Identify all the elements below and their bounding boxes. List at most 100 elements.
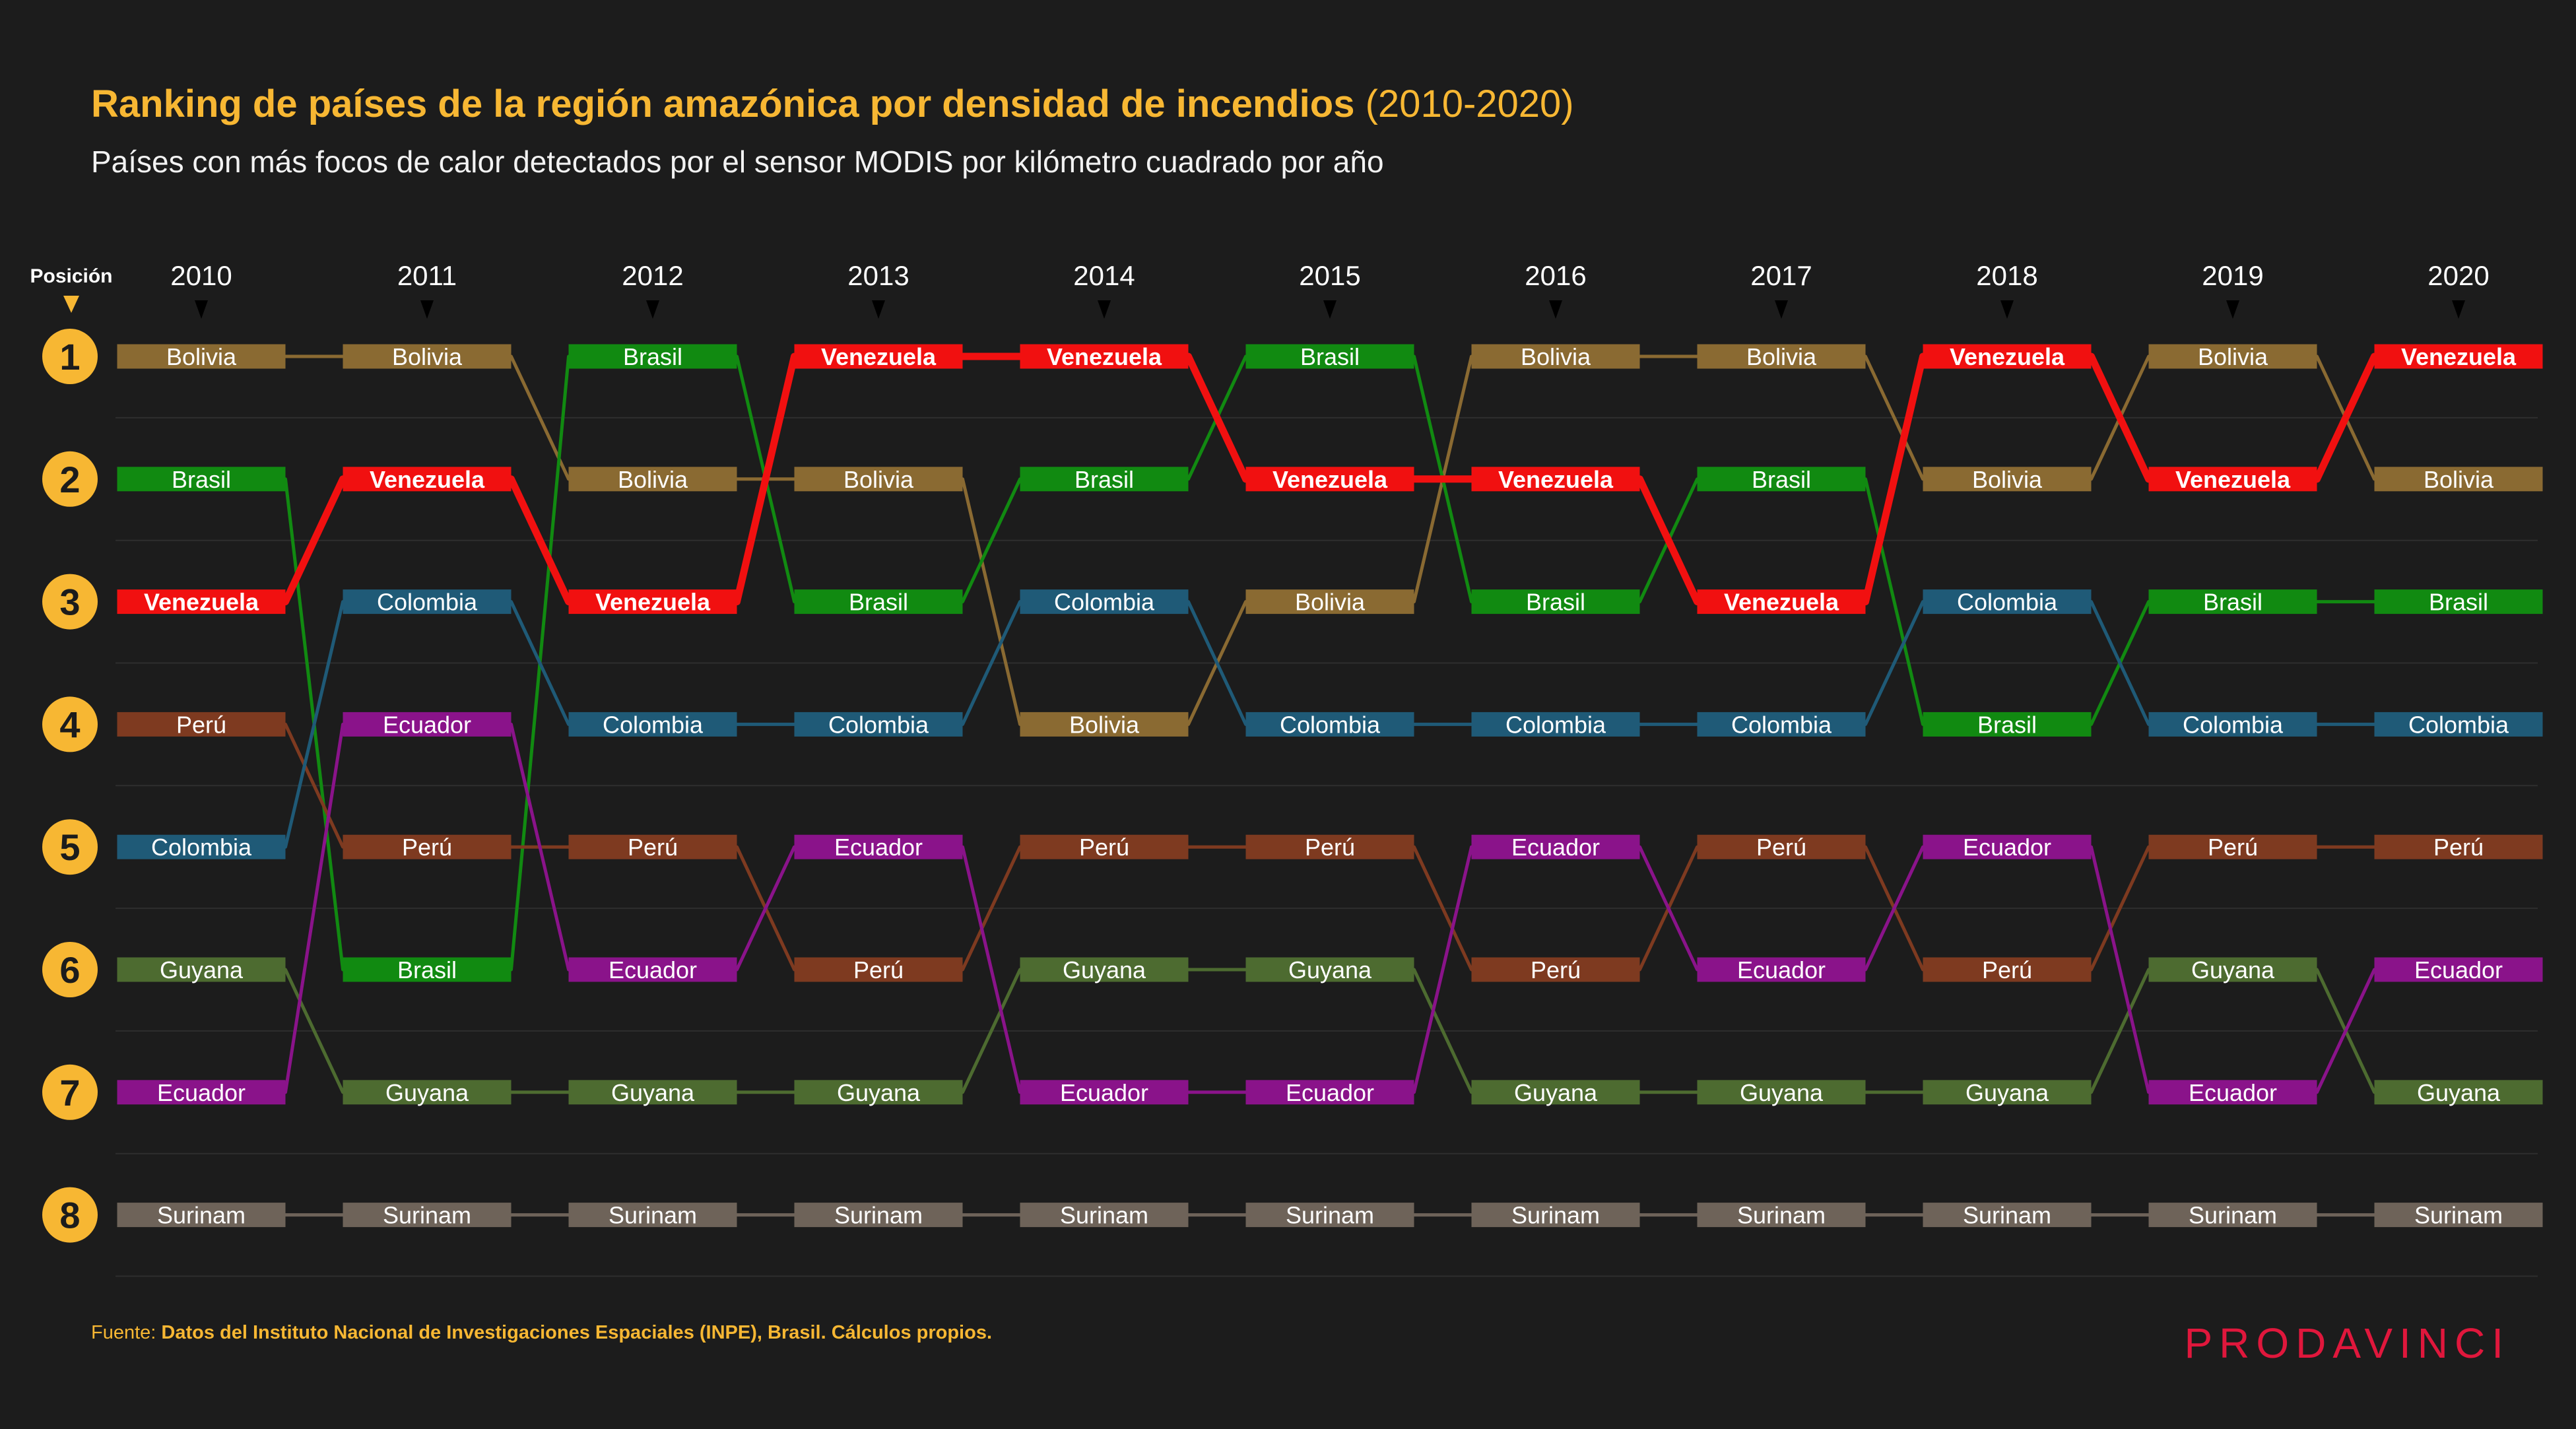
series-box-Colombia-2011 (343, 589, 512, 615)
series-label-Surinam: Surinam (1286, 1202, 1374, 1229)
series-box-Bolivia-2017 (1697, 344, 1866, 369)
series-lines (282, 352, 2378, 1217)
series-label-Guyana: Guyana (1740, 1079, 1824, 1106)
series-line-Colombia (510, 600, 570, 726)
series-label-Venezuela: Venezuela (821, 343, 937, 370)
series-label-Colombia: Colombia (828, 711, 929, 738)
series-box-Colombia-2014 (1020, 589, 1189, 615)
series-label-Surinam: Surinam (2414, 1202, 2503, 1229)
series-label-Surinam: Surinam (1737, 1202, 1826, 1229)
series-box-Perú-2019 (2148, 834, 2317, 859)
series-box-Perú-2018 (1923, 957, 2092, 982)
source-text: Datos del Instituto Nacional de Investig… (161, 1322, 993, 1343)
series-box-Venezuela-2010 (117, 589, 286, 615)
series-box-Ecuador-2010 (117, 1080, 286, 1105)
series-label-Colombia: Colombia (1505, 711, 1606, 738)
series-line-Venezuela (1636, 475, 1701, 606)
series-label-Venezuela: Venezuela (595, 589, 711, 616)
series-label-Guyana: Guyana (1965, 1079, 2049, 1106)
series-box-Ecuador-2012 (568, 957, 737, 982)
series-line-Ecuador (1864, 845, 1925, 972)
series-box-Guyana-2019 (2148, 957, 2317, 982)
series-line-Bolivia (961, 477, 1022, 726)
series-line-Guyana (961, 968, 1022, 1094)
series-box-Brasil-2017 (1697, 467, 1866, 492)
rank-circle-8 (42, 1187, 98, 1243)
series-label-Brasil: Brasil (1300, 343, 1360, 370)
series-label-Bolivia: Bolivia (2424, 466, 2494, 493)
series-label-Venezuela: Venezuela (144, 589, 259, 616)
series-line-Ecuador (1638, 845, 1699, 972)
series-box-Ecuador-2015 (1245, 1080, 1414, 1105)
series-line-Colombia (961, 600, 1022, 726)
series-label-Guyana: Guyana (611, 1079, 695, 1106)
series-box-Guyana-2017 (1697, 1080, 1866, 1105)
series-line-Perú (961, 845, 1022, 972)
year-label-2019: 2019 (2202, 260, 2263, 291)
rank-circle-5 (42, 819, 98, 875)
series-label-Colombia: Colombia (1731, 711, 1832, 738)
series-box-Bolivia-2013 (794, 467, 963, 492)
series-box-Surinam-2017 (1697, 1203, 1866, 1228)
year-arrow-icon (646, 300, 659, 319)
series-line-Perú (2090, 845, 2150, 972)
series-label-Guyana: Guyana (385, 1079, 469, 1106)
series-box-Perú-2017 (1697, 834, 1866, 859)
rank-label-2: 2 (59, 459, 80, 500)
series-box-Colombia-2012 (568, 712, 737, 737)
series-line-Colombia (284, 600, 345, 849)
series-box-Surinam-2010 (117, 1203, 286, 1228)
series-label-Bolivia: Bolivia (2198, 343, 2268, 370)
rank-circle-1 (42, 329, 98, 384)
series-box-Brasil-2015 (1245, 344, 1414, 369)
rank-label-7: 7 (59, 1072, 80, 1113)
year-label-2015: 2015 (1299, 260, 1360, 291)
series-box-Ecuador-2019 (2148, 1080, 2317, 1105)
series-box-Surinam-2013 (794, 1203, 963, 1228)
series-label-Bolivia: Bolivia (843, 466, 914, 493)
year-arrow-icon (420, 300, 434, 319)
series-box-Guyana-2014 (1020, 957, 1189, 982)
series-label-Perú: Perú (628, 834, 678, 861)
series-box-Guyana-2013 (794, 1080, 963, 1105)
series-label-Bolivia: Bolivia (1972, 466, 2043, 493)
year-arrow-icon (195, 300, 208, 319)
series-box-Venezuela-2011 (343, 467, 512, 492)
series-box-Colombia-2010 (117, 834, 286, 859)
year-label-2018: 2018 (1976, 260, 2037, 291)
series-box-Venezuela-2020 (2374, 344, 2543, 369)
rank-label-8: 8 (59, 1195, 80, 1236)
series-line-Ecuador (2090, 845, 2150, 1094)
series-box-Perú-2020 (2374, 834, 2543, 859)
series-label-Perú: Perú (402, 834, 452, 861)
year-arrow-icon (872, 300, 885, 319)
series-label-Ecuador: Ecuador (1060, 1079, 1148, 1106)
series-box-Perú-2012 (568, 834, 737, 859)
series-label-Brasil: Brasil (2203, 589, 2262, 616)
series-line-Perú (284, 722, 345, 849)
series-label-Perú: Perú (853, 956, 904, 983)
series-label-Surinam: Surinam (834, 1202, 923, 1229)
series-line-Ecuador (961, 845, 1022, 1094)
series-box-Brasil-2011 (343, 957, 512, 982)
series-label-Brasil: Brasil (397, 956, 457, 983)
gridlines (116, 416, 2538, 1277)
series-label-Perú: Perú (2433, 834, 2484, 861)
series-label-Colombia: Colombia (2408, 711, 2509, 738)
series-label-Brasil: Brasil (172, 466, 231, 493)
series-label-Brasil: Brasil (849, 589, 908, 616)
series-label-Colombia: Colombia (1957, 589, 2058, 616)
series-line-Brasil (1864, 477, 1925, 726)
series-box-Bolivia-2018 (1923, 467, 2092, 492)
series-label-Surinam: Surinam (1060, 1202, 1148, 1229)
year-label-2020: 2020 (2427, 260, 2489, 291)
series-line-Ecuador (2315, 968, 2376, 1094)
series-line-Guyana (1412, 968, 1473, 1094)
series-line-Venezuela (1862, 352, 1927, 606)
chart-title-main: Ranking de países de la región amazónica… (91, 83, 1355, 125)
year-arrow-icon (2226, 300, 2239, 319)
series-box-Ecuador-2018 (1923, 834, 2092, 859)
series-box-Surinam-2019 (2148, 1203, 2317, 1228)
series-line-Venezuela (508, 475, 572, 606)
series-line-Bolivia (1864, 354, 1925, 481)
